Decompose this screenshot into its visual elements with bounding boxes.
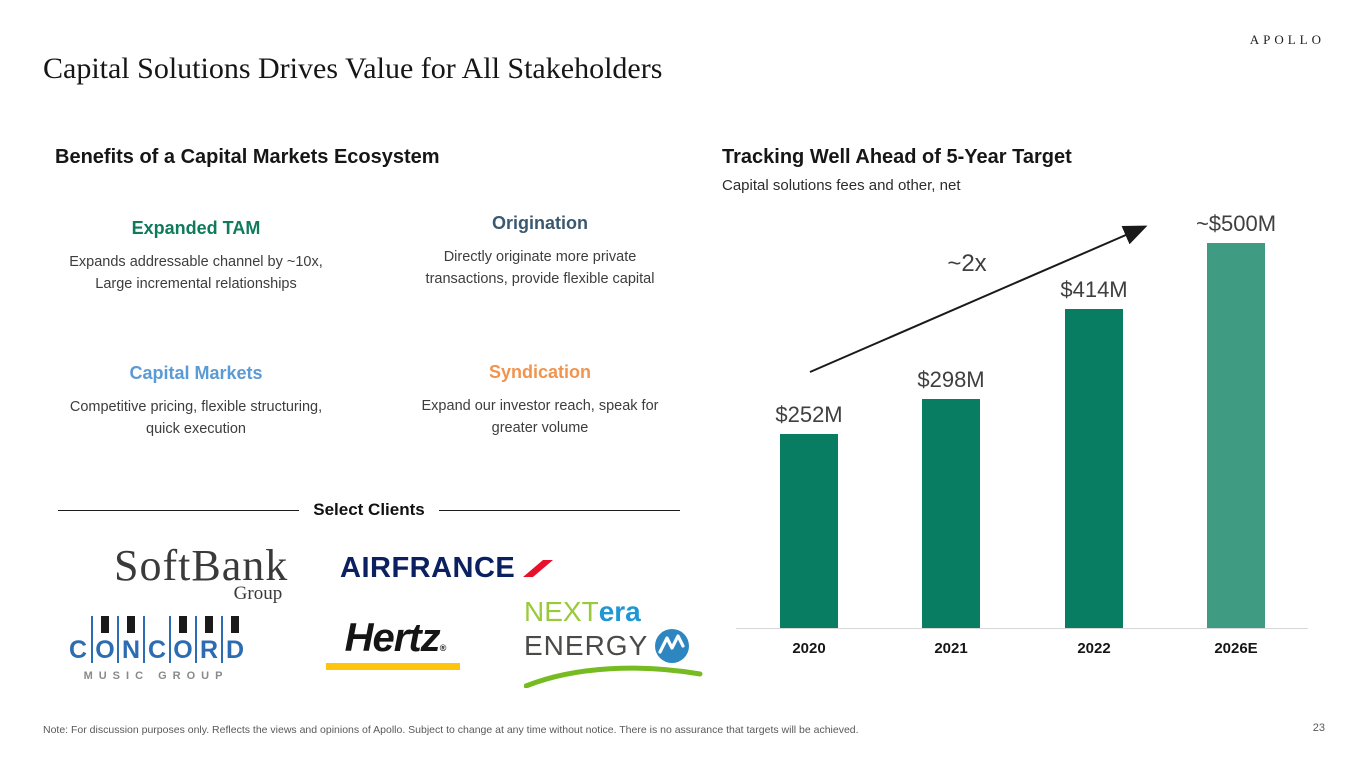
- benefit-description: Expand our investor reach, speak for gre…: [421, 398, 659, 437]
- bar-value-label: $414M: [1060, 277, 1128, 302]
- bar-2022: [1065, 309, 1123, 628]
- nextera-swoosh-icon: [523, 665, 703, 689]
- chart-title: Tracking Well Ahead of 5-Year Target: [722, 146, 1072, 168]
- concord-letter: C: [143, 616, 169, 663]
- airfrance-wordmark: AIRFRANCE: [340, 552, 516, 584]
- x-axis-baseline: [736, 628, 1308, 629]
- x-axis-label-2020: 2020: [792, 640, 826, 657]
- x-axis-label-2021: 2021: [934, 640, 968, 657]
- bar-2021: [922, 399, 980, 628]
- concord-letter: R: [195, 616, 221, 663]
- nextera-era-text: era: [598, 596, 641, 627]
- select-clients-label: Select Clients: [313, 500, 425, 519]
- softbank-group-text: Group: [233, 583, 283, 604]
- benefits-heading: Benefits of a Capital Markets Ecosystem: [55, 146, 440, 168]
- concord-letter: D: [221, 616, 247, 663]
- divider-line-right: [438, 509, 680, 511]
- bar-chart: ~2x $252M 2020 $298M 2021 $414M 2022 ~$500M 202…: [722, 200, 1322, 680]
- airfrance-logo: AIRFRANCE: [340, 552, 554, 585]
- bar-value-label: $298M: [917, 367, 985, 392]
- softbank-wordmark: SoftBank: [114, 541, 289, 590]
- bar-value-label: ~$500M: [1195, 211, 1277, 236]
- piano-key-icon: [101, 616, 109, 633]
- registered-trademark-icon: ®: [439, 643, 447, 653]
- concord-letter: O: [169, 616, 195, 663]
- benefit-description: Competitive pricing, flexible structurin…: [69, 399, 323, 438]
- concord-music-group-text: MUSIC GROUP: [83, 670, 229, 682]
- hertz-yellow-bar: [326, 663, 460, 670]
- benefit-title: Syndication: [488, 362, 591, 382]
- concord-letter: C: [68, 636, 88, 664]
- x-axis-label-2022: 2022: [1077, 640, 1111, 657]
- x-axis-label-2026E: 2026E: [1214, 640, 1258, 657]
- apollo-logo: APOLLO: [1249, 32, 1325, 47]
- softbank-logo: SoftBank Group: [114, 540, 288, 605]
- airfrance-swoosh-icon: [523, 559, 554, 577]
- bar-value-label: $252M: [775, 402, 843, 427]
- growth-annotation: ~2x: [947, 250, 987, 277]
- piano-key-icon: [205, 616, 213, 633]
- benefit-syndication: Syndication Expand our investor reach, s…: [390, 362, 690, 440]
- nextera-globe-icon: [655, 629, 690, 663]
- concord-letter: O: [91, 616, 117, 663]
- hertz-logo: Hertz®: [326, 616, 464, 670]
- benefit-origination: Origination Directly originate more priv…: [390, 213, 690, 291]
- divider-line-left: [58, 509, 300, 511]
- nextera-logo: NEXTera ENERGY: [523, 598, 704, 693]
- nextera-wordmark-top: NEXTera: [524, 598, 704, 626]
- chart-subtitle: Capital solutions fees and other, net: [722, 177, 961, 194]
- benefit-title: Expanded TAM: [131, 218, 261, 238]
- benefit-title: Origination: [492, 213, 588, 233]
- trend-arrow-icon: [809, 225, 1148, 373]
- select-clients-divider: Select Clients: [58, 500, 680, 520]
- disclaimer-note: Note: For discussion purposes only. Refl…: [43, 724, 859, 736]
- benefit-description: Directly originate more private transact…: [425, 249, 655, 288]
- page-number: 23: [1312, 722, 1325, 734]
- page-title: Capital Solutions Drives Value for All S…: [43, 52, 663, 85]
- nextera-wordmark-bottom: ENERGY: [524, 628, 704, 664]
- bar-2020: [780, 434, 838, 628]
- piano-key-icon: [127, 616, 135, 633]
- nextera-energy-text: ENERGY: [524, 630, 649, 661]
- hertz-text: Hertz: [344, 616, 441, 660]
- bar-2026E: [1207, 243, 1265, 628]
- piano-key-icon: [231, 616, 239, 633]
- benefit-expanded-tam: Expanded TAM Expands addressable channel…: [46, 218, 346, 296]
- hertz-wordmark: Hertz®: [326, 616, 464, 661]
- benefit-description: Expands addressable channel by ~10x, Lar…: [69, 254, 323, 293]
- concord-letter: N: [117, 616, 143, 663]
- benefit-title: Capital Markets: [129, 363, 263, 383]
- piano-key-icon: [179, 616, 187, 633]
- benefit-capital-markets: Capital Markets Competitive pricing, fle…: [46, 363, 346, 441]
- nextera-next-text: NEXT: [524, 596, 599, 627]
